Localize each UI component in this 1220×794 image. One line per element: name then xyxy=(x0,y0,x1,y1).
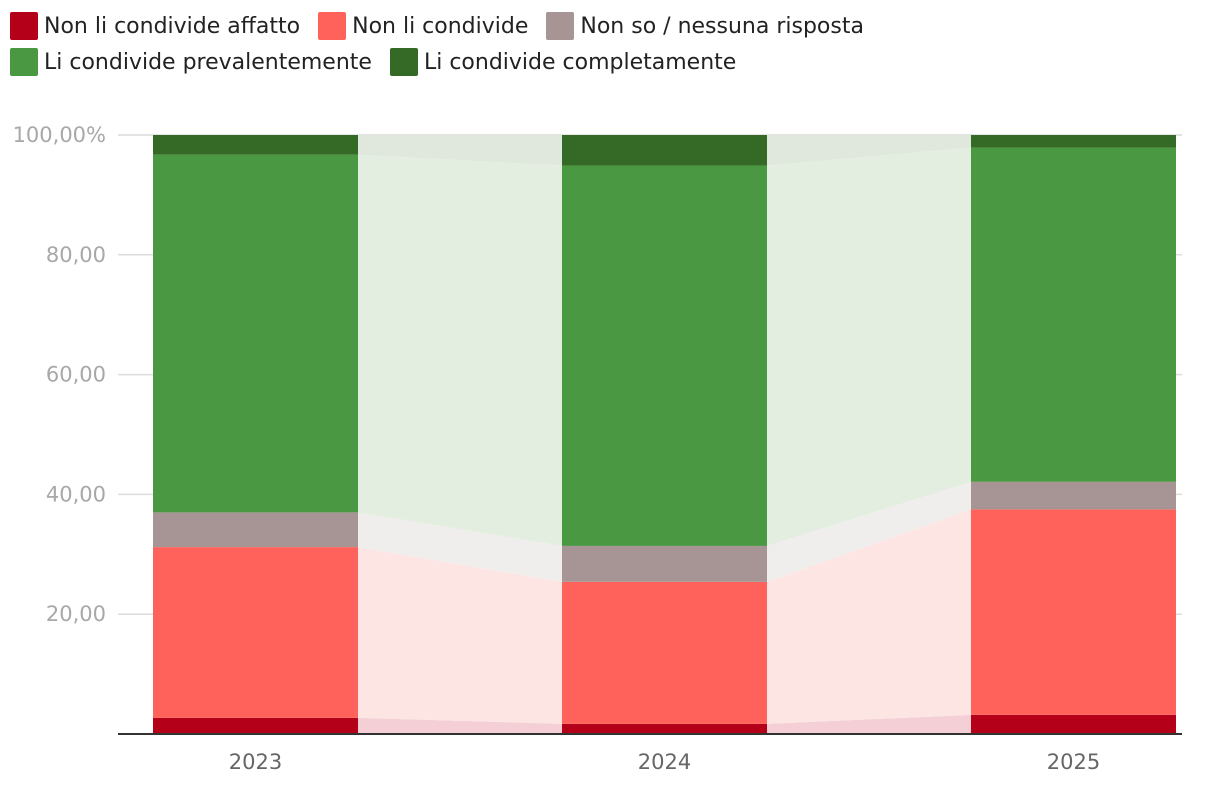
legend-swatch xyxy=(10,12,38,40)
x-tick-label: 2024 xyxy=(638,750,691,774)
bar-segment xyxy=(562,545,767,582)
bar-segment xyxy=(562,581,767,724)
bar-segment xyxy=(153,135,358,155)
legend-label: Non li condivide affatto xyxy=(44,13,301,39)
connector-band xyxy=(767,481,971,582)
legend-swatch xyxy=(546,12,575,40)
bar-segment xyxy=(971,509,1176,715)
bar-segment xyxy=(153,547,358,718)
legend-label: Non li condivide xyxy=(352,13,529,39)
connector-band xyxy=(767,135,971,166)
x-tick-label: 2023 xyxy=(229,750,282,774)
y-tick-label: 40,00 xyxy=(46,482,106,506)
connector-band xyxy=(358,717,562,734)
legend-label: Li condivide completamente xyxy=(423,49,737,75)
legend-swatch xyxy=(10,48,38,76)
bar-segment xyxy=(971,135,1176,148)
y-tick-label: 80,00 xyxy=(46,243,106,267)
bar-segment xyxy=(153,154,358,513)
y-tick-label: 100,00% xyxy=(13,123,106,147)
bar-segment xyxy=(562,135,767,166)
connector-band xyxy=(358,154,562,546)
bar-segment xyxy=(971,147,1176,482)
legend-item[interactable]: Non li condivide xyxy=(318,10,528,42)
bar-segment xyxy=(153,512,358,548)
connector-band xyxy=(358,547,562,724)
bar-segment xyxy=(562,723,767,734)
legend-item[interactable]: Non li condivide affatto xyxy=(10,10,300,42)
legend-swatch xyxy=(389,48,418,76)
legend: Non li condivide affatto Non li condivide… xyxy=(10,10,1210,78)
connector-band xyxy=(767,509,971,724)
bar-segment xyxy=(971,481,1176,510)
legend-swatch xyxy=(318,12,347,40)
y-tick-label: 60,00 xyxy=(46,363,106,387)
legend-item[interactable]: Li condivide prevalentemente xyxy=(10,46,372,78)
bar-segment xyxy=(971,714,1176,734)
y-tick-label: 20,00 xyxy=(46,602,106,626)
legend-item[interactable]: Non so / nessuna risposta xyxy=(546,10,864,42)
legend-label: Li condivide prevalentemente xyxy=(44,49,372,75)
connector-band xyxy=(767,714,971,734)
bar-segment xyxy=(562,165,767,546)
connector-band xyxy=(767,147,971,546)
connector-band xyxy=(358,135,562,166)
x-tick-label: 2025 xyxy=(1047,750,1100,774)
bar-segment xyxy=(153,717,358,734)
connector-band xyxy=(358,512,562,582)
legend-item[interactable]: Li condivide completamente xyxy=(389,46,737,78)
legend-label: Non so / nessuna risposta xyxy=(580,13,864,39)
